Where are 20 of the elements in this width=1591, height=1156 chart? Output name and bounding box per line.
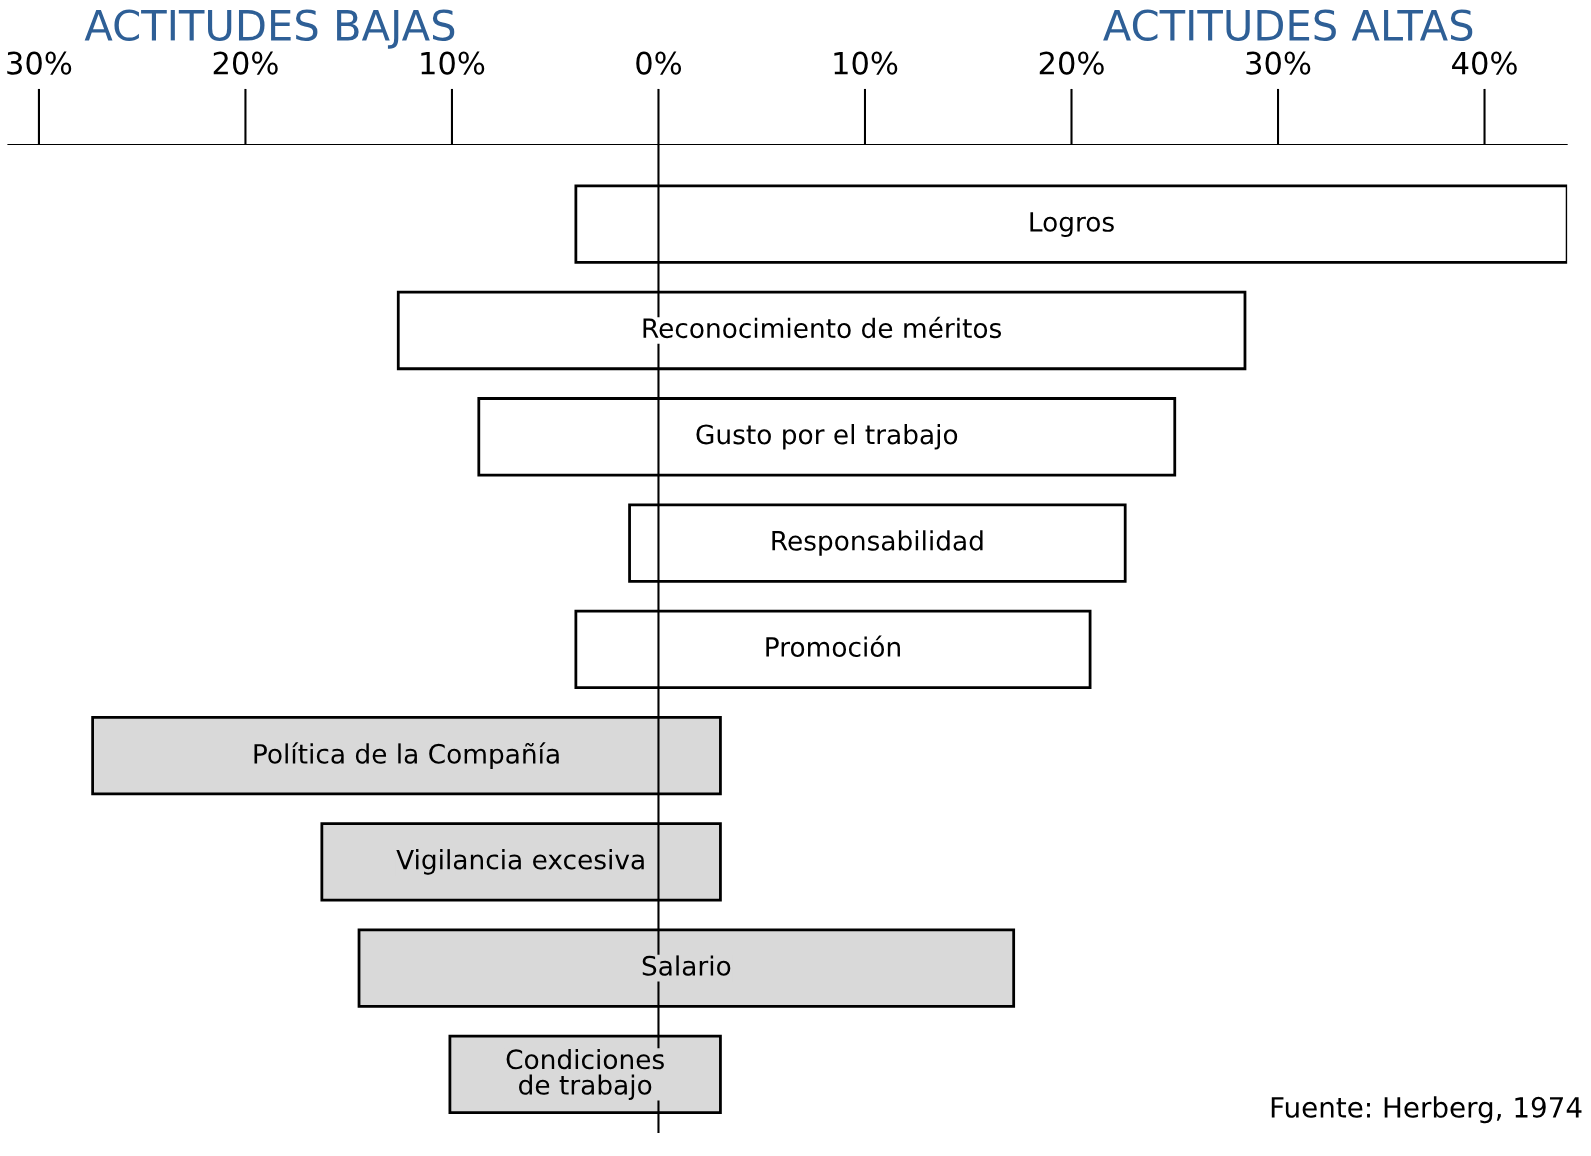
y-tick-label: Logros	[1030, 212, 1114, 237]
y-tick-label: Promoción	[766, 635, 900, 657]
annotation: Fuente: Herberg, 1974	[1271, 1096, 1582, 1124]
y-tick-label: Responsabilidad	[772, 530, 983, 556]
x-tick-label: 20%	[213, 51, 278, 75]
x-tick-label: 10%	[834, 51, 898, 75]
x-tick-label: 20%	[1039, 51, 1104, 75]
y-tick-label: Vigilancia excesiva	[396, 849, 644, 875]
x-tick-label: 30%	[7, 51, 72, 75]
y-tick-label: Reconocimiento de méritos	[643, 316, 1002, 339]
x-tick-label: 0%	[636, 51, 682, 75]
y-tick-label: Gusto por el trabajo	[696, 423, 958, 450]
x-tick-label: 10%	[421, 51, 485, 75]
y-tick-label: Condiciones de trabajo	[506, 1048, 664, 1100]
x-tick-label: 30%	[1246, 51, 1311, 75]
text: ACTITUDES ALTAS	[1103, 9, 1473, 41]
x-tick-label: 40%	[1452, 51, 1517, 75]
y-tick-label: Política de la Compañía	[254, 742, 559, 769]
text: ACTITUDES BAJAS	[84, 9, 455, 49]
y-tick-label: Salario	[642, 955, 731, 976]
